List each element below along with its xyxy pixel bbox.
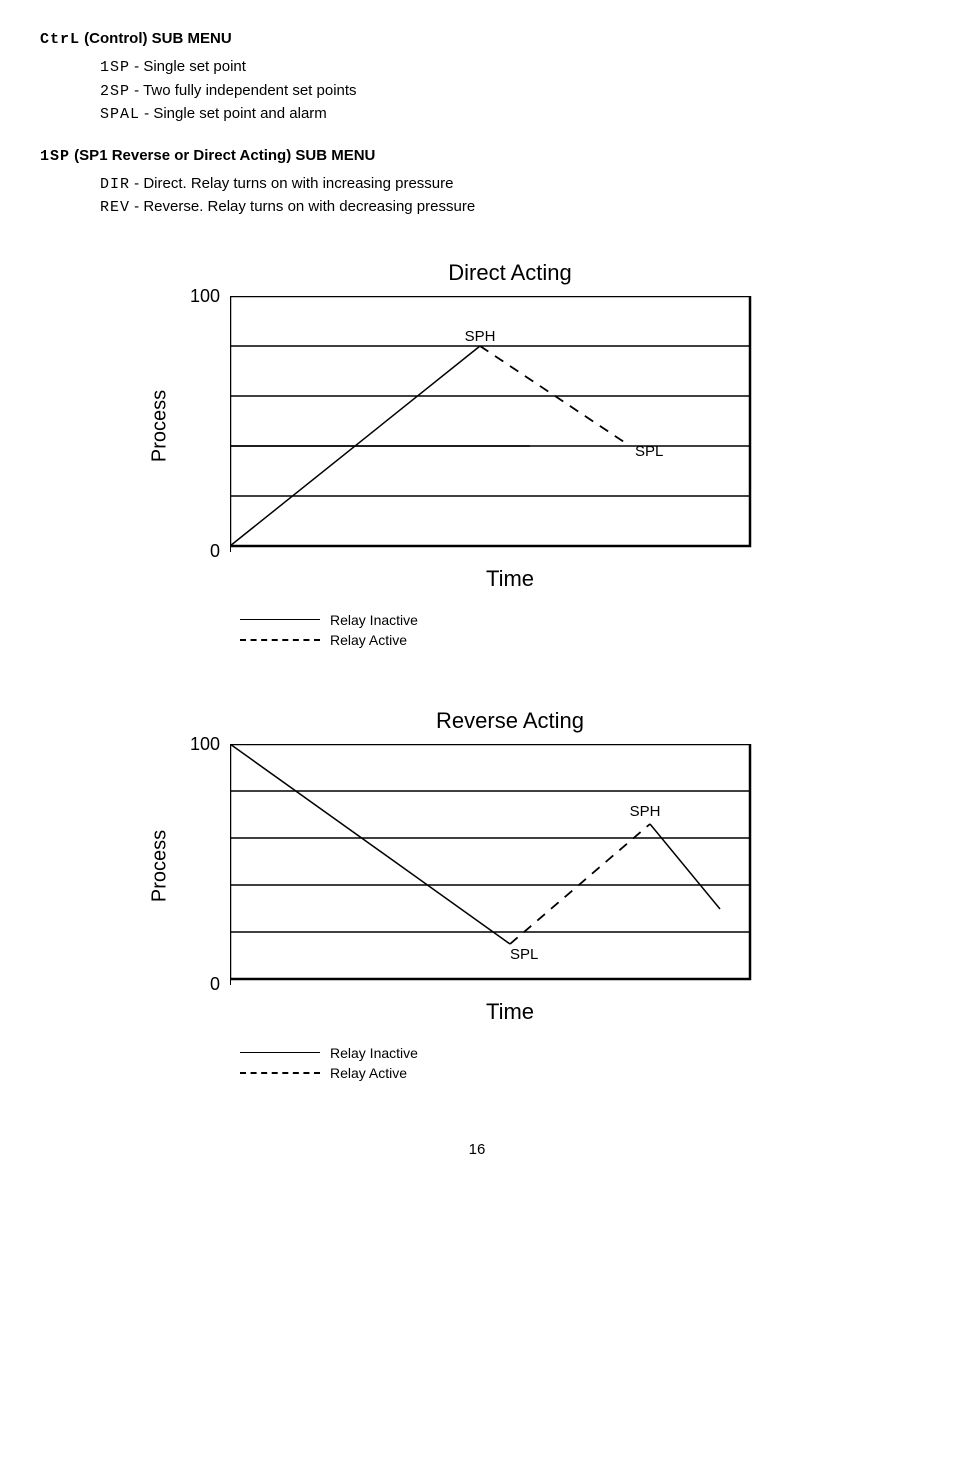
section-code: 1SP	[40, 148, 70, 165]
y-axis-label: Process	[149, 389, 172, 461]
legend-active: Relay Active	[240, 632, 820, 648]
section-control-heading: CtrL (Control) SUB MENU	[40, 30, 914, 48]
section-code: CtrL	[40, 31, 80, 48]
chart-title: Reverse Acting	[200, 708, 820, 734]
y-axis-label: Process	[149, 830, 172, 902]
x-axis-label: Time	[200, 566, 820, 592]
chart-plot: SPH SPL	[230, 744, 790, 989]
legend-inactive: Relay Inactive	[240, 612, 820, 628]
section-sp1-heading: 1SP (SP1 Reverse or Direct Acting) SUB M…	[40, 147, 914, 165]
y-min-label: 0	[210, 974, 220, 995]
sp1-menu-items: DIR - Direct. Relay turns on with increa…	[100, 173, 914, 220]
y-max-label: 100	[190, 734, 220, 755]
section-rest: (SP1 Reverse or Direct Acting) SUB MENU	[70, 147, 375, 164]
reverse-acting-chart: Reverse Acting 100 0 Process SPHSPL Time…	[200, 708, 820, 1081]
menu-item: DIR - Direct. Relay turns on with increa…	[100, 173, 914, 197]
chart-legend: Relay Inactive Relay Active	[240, 1045, 820, 1081]
direct-acting-chart: Direct Acting 100 0 Process SPHSPL Time …	[200, 260, 820, 648]
legend-inactive: Relay Inactive	[240, 1045, 820, 1061]
y-min-label: 0	[210, 541, 220, 562]
menu-item: REV - Reverse. Relay turns on with decre…	[100, 196, 914, 220]
x-axis-label: Time	[200, 999, 820, 1025]
menu-item: 2SP - Two fully independent set points	[100, 80, 914, 104]
svg-text:SPH: SPH	[465, 328, 496, 345]
legend-active: Relay Active	[240, 1065, 820, 1081]
y-max-label: 100	[190, 286, 220, 307]
control-menu-items: 1SP - Single set point 2SP - Two fully i…	[100, 56, 914, 127]
menu-item: 1SP - Single set point	[100, 56, 914, 80]
svg-text:SPL: SPL	[510, 946, 538, 963]
chart-title: Direct Acting	[200, 260, 820, 286]
svg-text:SPL: SPL	[635, 443, 663, 460]
page-number: 16	[40, 1141, 914, 1158]
section-rest: (Control) SUB MENU	[80, 30, 232, 47]
chart-plot: SPH SPL	[230, 296, 790, 556]
svg-text:SPH: SPH	[630, 803, 661, 820]
chart-legend: Relay Inactive Relay Active	[240, 612, 820, 648]
menu-item: SPAL - Single set point and alarm	[100, 103, 914, 127]
